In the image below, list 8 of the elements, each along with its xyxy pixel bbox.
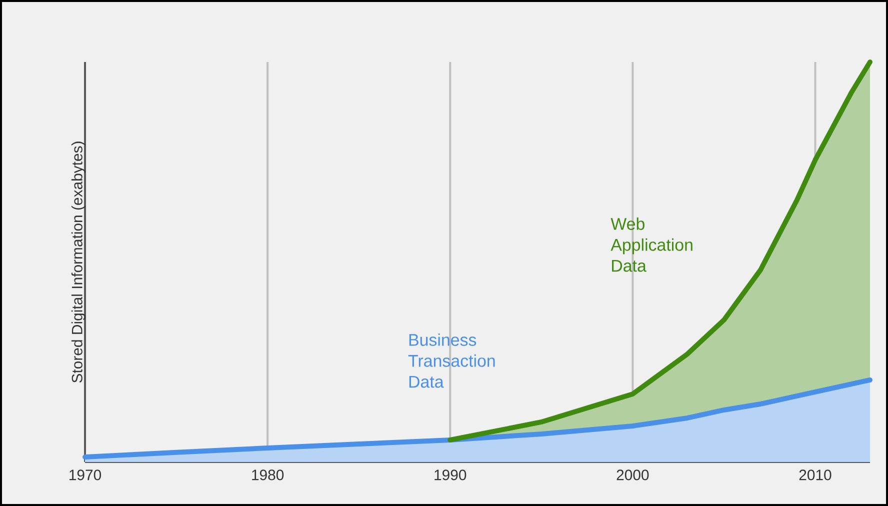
- x-tick-label: 1990: [434, 470, 466, 480]
- x-tick-label: 1980: [252, 470, 284, 480]
- x-tick-label: 2010: [799, 470, 832, 480]
- text: Business Transaction Data: [408, 334, 495, 388]
- x-tick-label: 2000: [616, 470, 649, 480]
- x-tick-label: 1970: [70, 470, 102, 480]
- y-axis-title: Stored Digital Information (exabytes): [71, 142, 86, 383]
- text: Web Application Data: [610, 218, 692, 272]
